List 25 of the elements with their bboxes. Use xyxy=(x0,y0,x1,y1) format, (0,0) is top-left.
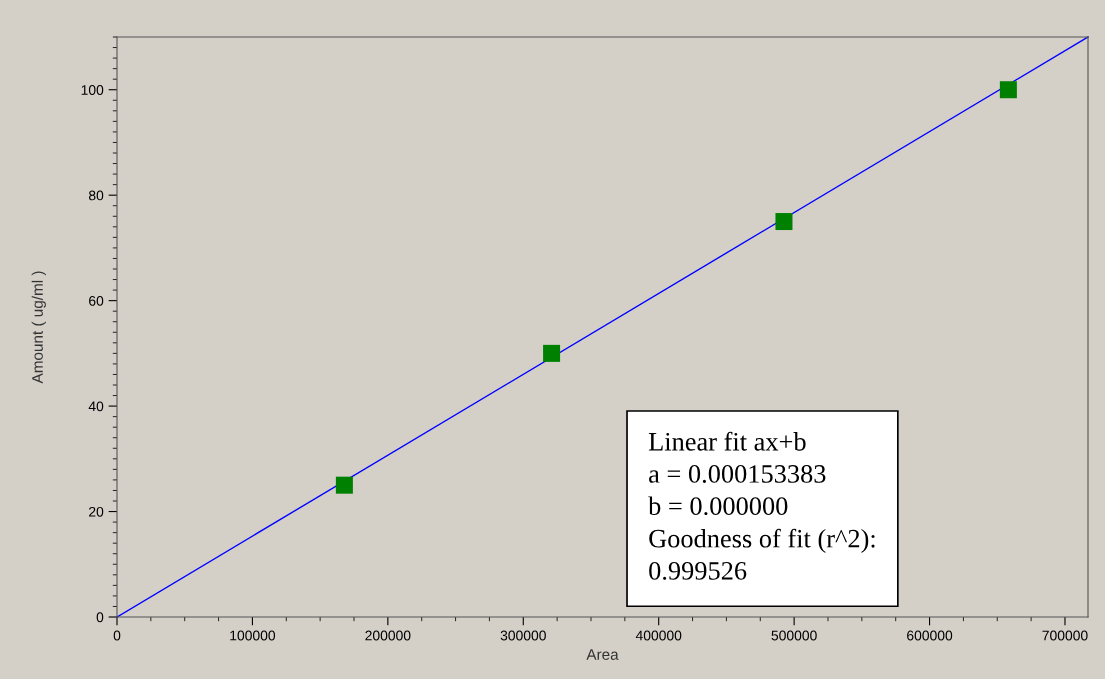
y-tick-label: 0 xyxy=(96,612,104,623)
y-tick-label: 60 xyxy=(89,295,104,306)
point xyxy=(999,81,1017,99)
annotation: Goodness of fit (r^2): xyxy=(649,528,875,553)
y-tick-label: 20 xyxy=(89,506,104,517)
y-axis-title: Amount ( ug/ml ) xyxy=(31,271,46,384)
point xyxy=(335,476,353,494)
x-tick-label: 600000 xyxy=(907,630,953,641)
x-tick-label: 300000 xyxy=(500,630,546,641)
y-tick-label: 100 xyxy=(81,85,104,95)
annotation: Linear fit ax+b xyxy=(648,431,806,451)
annotation: 0.999526 xyxy=(649,561,747,580)
x-tick-label: 400000 xyxy=(635,630,682,641)
x-tick-label: 200000 xyxy=(365,630,411,641)
y-tick-label: 40 xyxy=(88,401,104,412)
point xyxy=(775,213,793,231)
x-tick-label: 0 xyxy=(113,630,121,641)
annotation: a = 0.000153383 xyxy=(649,465,826,483)
y-tick-label: 80 xyxy=(88,190,104,201)
x-tick-label: 100000 xyxy=(230,630,276,641)
point xyxy=(543,344,561,362)
annotation: b = 0.000000 xyxy=(648,496,788,516)
x-axis-title: Area xyxy=(586,649,619,660)
x-tick-label: 700000 xyxy=(1042,630,1088,641)
x-tick-label: 500000 xyxy=(771,630,817,641)
